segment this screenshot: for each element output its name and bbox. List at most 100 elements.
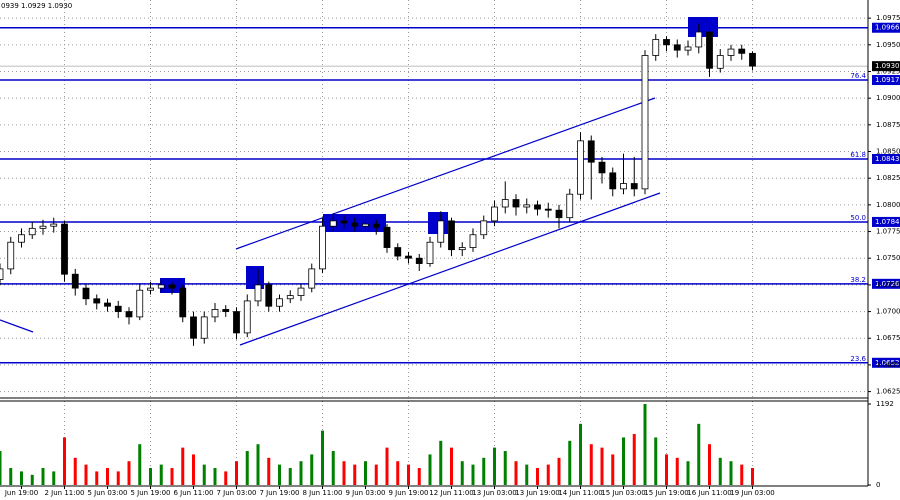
volume-bar bbox=[622, 437, 625, 485]
level-label-box bbox=[872, 22, 900, 33]
volume-bar bbox=[181, 447, 185, 485]
candle-body bbox=[308, 268, 316, 289]
candle-body bbox=[566, 193, 574, 219]
volume-bar bbox=[288, 468, 292, 485]
volume-bar bbox=[536, 468, 539, 485]
level-label: 1.0917 bbox=[875, 76, 900, 84]
candle-body bbox=[426, 241, 434, 264]
level-label: 1.0966 bbox=[875, 24, 900, 32]
candle-body bbox=[125, 311, 133, 318]
highlight-box bbox=[688, 17, 718, 37]
fib-label: 61.8 bbox=[850, 151, 866, 159]
y-tick-label: 1.0775 bbox=[876, 228, 900, 236]
volume-bar bbox=[525, 464, 529, 485]
candle-body bbox=[415, 257, 423, 264]
candle-body bbox=[190, 316, 197, 339]
x-tick-label: 15 Jun 03:00 bbox=[601, 489, 645, 497]
volume-bar bbox=[159, 464, 163, 485]
volume-tick-label: 0 bbox=[876, 481, 880, 489]
candle-body bbox=[544, 208, 552, 211]
volume-bar bbox=[568, 440, 572, 485]
candle-body bbox=[458, 247, 466, 251]
y-tick-label: 1.0750 bbox=[876, 254, 900, 262]
header-text: 0939 1.0929 1.0930 bbox=[1, 2, 72, 10]
fib-label: 38.2 bbox=[850, 276, 866, 284]
candle-body bbox=[286, 295, 294, 300]
volume-bar bbox=[417, 468, 421, 485]
candle-body bbox=[534, 204, 541, 210]
volume-bar bbox=[396, 461, 400, 485]
volume-bar bbox=[589, 444, 593, 485]
candle-body bbox=[211, 309, 219, 318]
grid bbox=[0, 0, 868, 486]
candle-body bbox=[233, 311, 240, 334]
volume-bar bbox=[30, 474, 34, 485]
candle-body bbox=[501, 199, 509, 208]
candle-body bbox=[727, 48, 735, 56]
candle-body bbox=[297, 287, 305, 296]
volume-bar bbox=[95, 471, 99, 485]
volume-bar bbox=[353, 464, 357, 485]
candle-body bbox=[555, 209, 563, 219]
candle-body bbox=[641, 55, 649, 190]
volume-bar bbox=[127, 461, 131, 485]
y-tick-label: 1.0850 bbox=[876, 148, 900, 156]
candle-body bbox=[491, 206, 498, 222]
fib-label: 50.0 bbox=[850, 214, 866, 222]
volume-bar bbox=[299, 461, 303, 485]
candle-body bbox=[147, 287, 154, 291]
volume-bar bbox=[256, 444, 260, 485]
candle-body bbox=[18, 234, 25, 243]
current-price-label: 1.0930 bbox=[875, 62, 900, 70]
x-tick-label: Jun 19:00 bbox=[4, 489, 38, 497]
level-label-box bbox=[872, 278, 900, 289]
y-tick-label: 1.0800 bbox=[876, 201, 900, 209]
volume-bar bbox=[267, 457, 271, 485]
x-tick-label: 5 Jun 03:00 bbox=[87, 489, 127, 497]
volume-bar bbox=[9, 468, 13, 485]
fib-label: 23.6 bbox=[850, 355, 866, 363]
candle-body bbox=[61, 223, 68, 275]
volume-bar bbox=[73, 457, 77, 485]
candle-body bbox=[104, 302, 111, 307]
volume-bar bbox=[460, 461, 464, 485]
volume-bar bbox=[428, 454, 432, 485]
y-tick-label: 1.0875 bbox=[876, 121, 900, 129]
candle-body bbox=[71, 273, 79, 289]
candle-body bbox=[7, 241, 15, 270]
volume-bar bbox=[374, 464, 378, 485]
volume-bar bbox=[213, 468, 217, 485]
volume-bar bbox=[20, 471, 23, 485]
level-label: 1.0784 bbox=[875, 218, 900, 226]
candle-body bbox=[673, 44, 681, 51]
volume-bar bbox=[278, 464, 281, 485]
volume-bar bbox=[471, 464, 475, 485]
x-tick-label: 16 Jun 11:00 bbox=[687, 489, 731, 497]
candle-body bbox=[82, 287, 90, 300]
volume-bar bbox=[63, 437, 66, 485]
candle-body bbox=[405, 255, 412, 259]
volume-bar bbox=[665, 454, 668, 485]
volume-bar bbox=[740, 464, 744, 485]
candle-body bbox=[50, 223, 58, 227]
volume-bar bbox=[321, 430, 324, 485]
level-label-box bbox=[872, 75, 900, 86]
candles bbox=[0, 23, 756, 346]
candle-body bbox=[136, 289, 144, 318]
x-tick-label: 13 Jun 19:00 bbox=[515, 489, 559, 497]
candle-body bbox=[276, 298, 283, 307]
candle-body bbox=[114, 305, 122, 312]
volume-bar bbox=[600, 447, 604, 485]
candle-body bbox=[265, 284, 273, 307]
trend-line bbox=[0, 319, 34, 333]
volume-bar bbox=[697, 423, 701, 485]
candle-body bbox=[620, 183, 627, 190]
candle-body bbox=[684, 46, 692, 51]
volume-bar bbox=[84, 464, 88, 485]
candle-body bbox=[351, 222, 359, 227]
volume-bar bbox=[245, 451, 249, 485]
candle-body bbox=[340, 220, 348, 224]
x-tick-label: 5 Jun 19:00 bbox=[130, 489, 170, 497]
labels: 1.09751.09501.09251.09001.08751.08501.08… bbox=[4, 14, 900, 497]
